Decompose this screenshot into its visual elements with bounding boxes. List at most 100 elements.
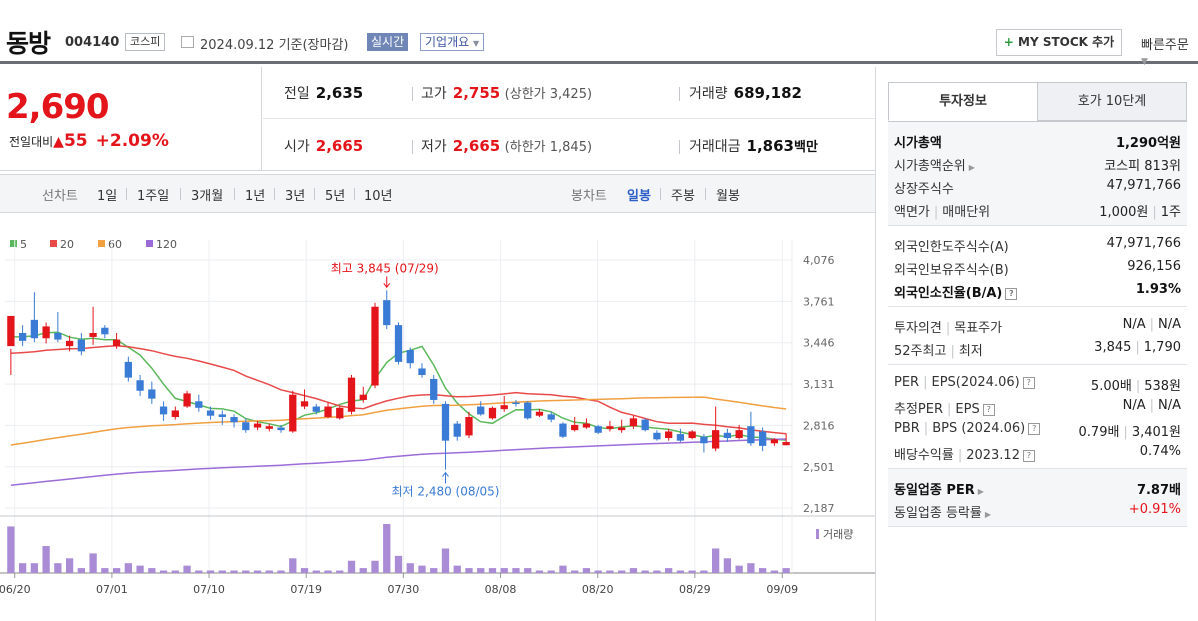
info-label[interactable]: 동일업종 PER ▶: [894, 479, 984, 498]
chevron-right-icon[interactable]: ▶: [984, 510, 992, 519]
y-tick-label: 3,131: [803, 378, 835, 391]
candle-weekly[interactable]: 주봉: [671, 189, 695, 204]
period-1d[interactable]: 1일: [97, 189, 118, 204]
candle-body: [606, 426, 614, 429]
line-chart-label: 선차트: [42, 189, 78, 204]
candle-body: [712, 430, 720, 449]
candle-body: [89, 332, 97, 337]
chevron-right-icon[interactable]: ▶: [968, 163, 975, 172]
info-value-text: 7.87배: [1136, 483, 1181, 498]
volume-bar: [688, 570, 696, 573]
candle-daily[interactable]: 일봉: [627, 189, 651, 204]
candle-body: [300, 401, 309, 407]
period-10y[interactable]: 10년: [364, 189, 393, 204]
info-label: 외국인한도주식수(A): [894, 236, 1009, 255]
info-label: 52주최고 | 최저: [894, 344, 983, 359]
chevron-down-icon: ▼: [473, 39, 480, 48]
candle-body: [277, 427, 285, 431]
period-1y[interactable]: 1년: [245, 189, 266, 204]
price-change: 전일대비▲55 +2.09%: [9, 131, 169, 151]
divider: [412, 87, 413, 101]
info-label-text: 시가총액순위: [894, 159, 966, 174]
volume-bar: [230, 570, 238, 573]
legend-label: 20: [60, 238, 74, 251]
volume-bar: [101, 568, 109, 573]
x-tick-label: 08/29: [679, 583, 711, 596]
volume-bar: [758, 568, 767, 573]
info-label-text: 추정PER: [894, 402, 944, 417]
tab-investment-info[interactable]: 투자정보: [888, 82, 1038, 121]
volume-bar: [594, 570, 602, 573]
company-info-dropdown[interactable]: 기업개요 ▼: [420, 33, 485, 51]
help-icon[interactable]: ?: [1028, 422, 1041, 435]
info-value: 코스피 813위: [1104, 155, 1181, 174]
my-stock-add-button[interactable]: + MY STOCK 추가: [996, 29, 1122, 56]
amount-label: 거래대금: [689, 139, 741, 155]
help-icon[interactable]: ?: [982, 403, 995, 416]
candle-body: [770, 439, 779, 444]
calendar-icon: [181, 36, 194, 48]
volume-legend-swatch: [816, 529, 819, 539]
my-stock-label: MY STOCK 추가: [1018, 35, 1115, 49]
info-value-text: 0.74%: [1139, 444, 1181, 459]
tab-quote-10[interactable]: 호가 10단계: [1037, 82, 1187, 121]
volume-bar: [512, 568, 520, 573]
volume-bar: [653, 570, 661, 573]
y-tick-label: 2,501: [803, 461, 835, 474]
candle-body: [535, 411, 544, 416]
info-label: PER | EPS(2024.06)?: [894, 375, 1035, 390]
volume-bar: [735, 565, 743, 573]
change-percent: +2.09%: [95, 131, 169, 151]
candle-body: [101, 327, 109, 335]
period-3y[interactable]: 3년: [285, 189, 306, 204]
candlestick-chart[interactable]: 5 20 60 120 4,076 3,761 3,446 3,131 2,816 2,501 2,…: [0, 230, 875, 621]
candle-body: [676, 434, 685, 441]
info-label-text: 투자의견: [894, 321, 942, 336]
candle-body: [289, 394, 297, 432]
help-icon[interactable]: ?: [1022, 376, 1035, 389]
candle-body: [136, 380, 144, 391]
period-3m[interactable]: 3개월: [191, 189, 224, 204]
candle-body: [582, 423, 591, 428]
volume-bar: [782, 568, 790, 573]
period-5y[interactable]: 5년: [325, 189, 346, 204]
amount-value: 1,863: [746, 137, 794, 155]
info-value-text: 47,971,766: [1106, 178, 1181, 193]
info-value-text: N/A: [1158, 317, 1181, 332]
volume-bar: [300, 568, 309, 573]
legend-swatch: [10, 240, 17, 247]
volume-bar: [7, 526, 15, 573]
info-label-text: 액면가: [894, 205, 930, 220]
info-row: PBR | BPS (2024.06)? 0.79배 | 3,401원: [894, 418, 1181, 441]
low-value: 2,665: [452, 137, 501, 155]
min-annotation: 최저 2,480 (08/05): [391, 485, 499, 499]
volume-label: 거래량: [689, 86, 728, 102]
candle-body: [195, 401, 203, 408]
help-icon[interactable]: ?: [1022, 449, 1035, 462]
realtime-button[interactable]: 실시간: [367, 33, 409, 51]
info-row: 액면가 | 매매단위 1,000원 | 1주: [894, 198, 1181, 221]
candle-body: [747, 426, 755, 444]
info-label-text: PER: [894, 375, 920, 390]
candle-monthly[interactable]: 월봉: [716, 189, 740, 204]
info-label[interactable]: 시가총액순위 ▶: [894, 155, 975, 174]
price-chart[interactable]: 5 20 60 120 4,076 3,761 3,446 3,131 2,816 2,501 2,…: [0, 230, 875, 621]
quick-order-button[interactable]: 빠른주문 ▼: [1141, 34, 1198, 68]
help-icon[interactable]: ?: [1005, 287, 1018, 300]
volume-bar: [289, 558, 297, 573]
volume-bar: [265, 570, 273, 573]
y-tick-label: 3,761: [803, 295, 835, 308]
x-tick-label: 07/01: [96, 583, 128, 596]
volume-bar: [535, 570, 544, 573]
chevron-right-icon[interactable]: ▶: [977, 487, 984, 496]
candle-body: [218, 414, 226, 418]
volume-bar: [242, 570, 250, 573]
candle-body: [265, 426, 273, 429]
volume-bar: [312, 570, 320, 573]
period-1w[interactable]: 1주일: [137, 189, 170, 204]
volume-bar: [183, 565, 191, 573]
volume-bar: [500, 568, 508, 573]
info-label[interactable]: 동일업종 등락률 ▶: [894, 502, 991, 521]
divider: [875, 67, 876, 621]
volume-bar: [547, 570, 555, 573]
